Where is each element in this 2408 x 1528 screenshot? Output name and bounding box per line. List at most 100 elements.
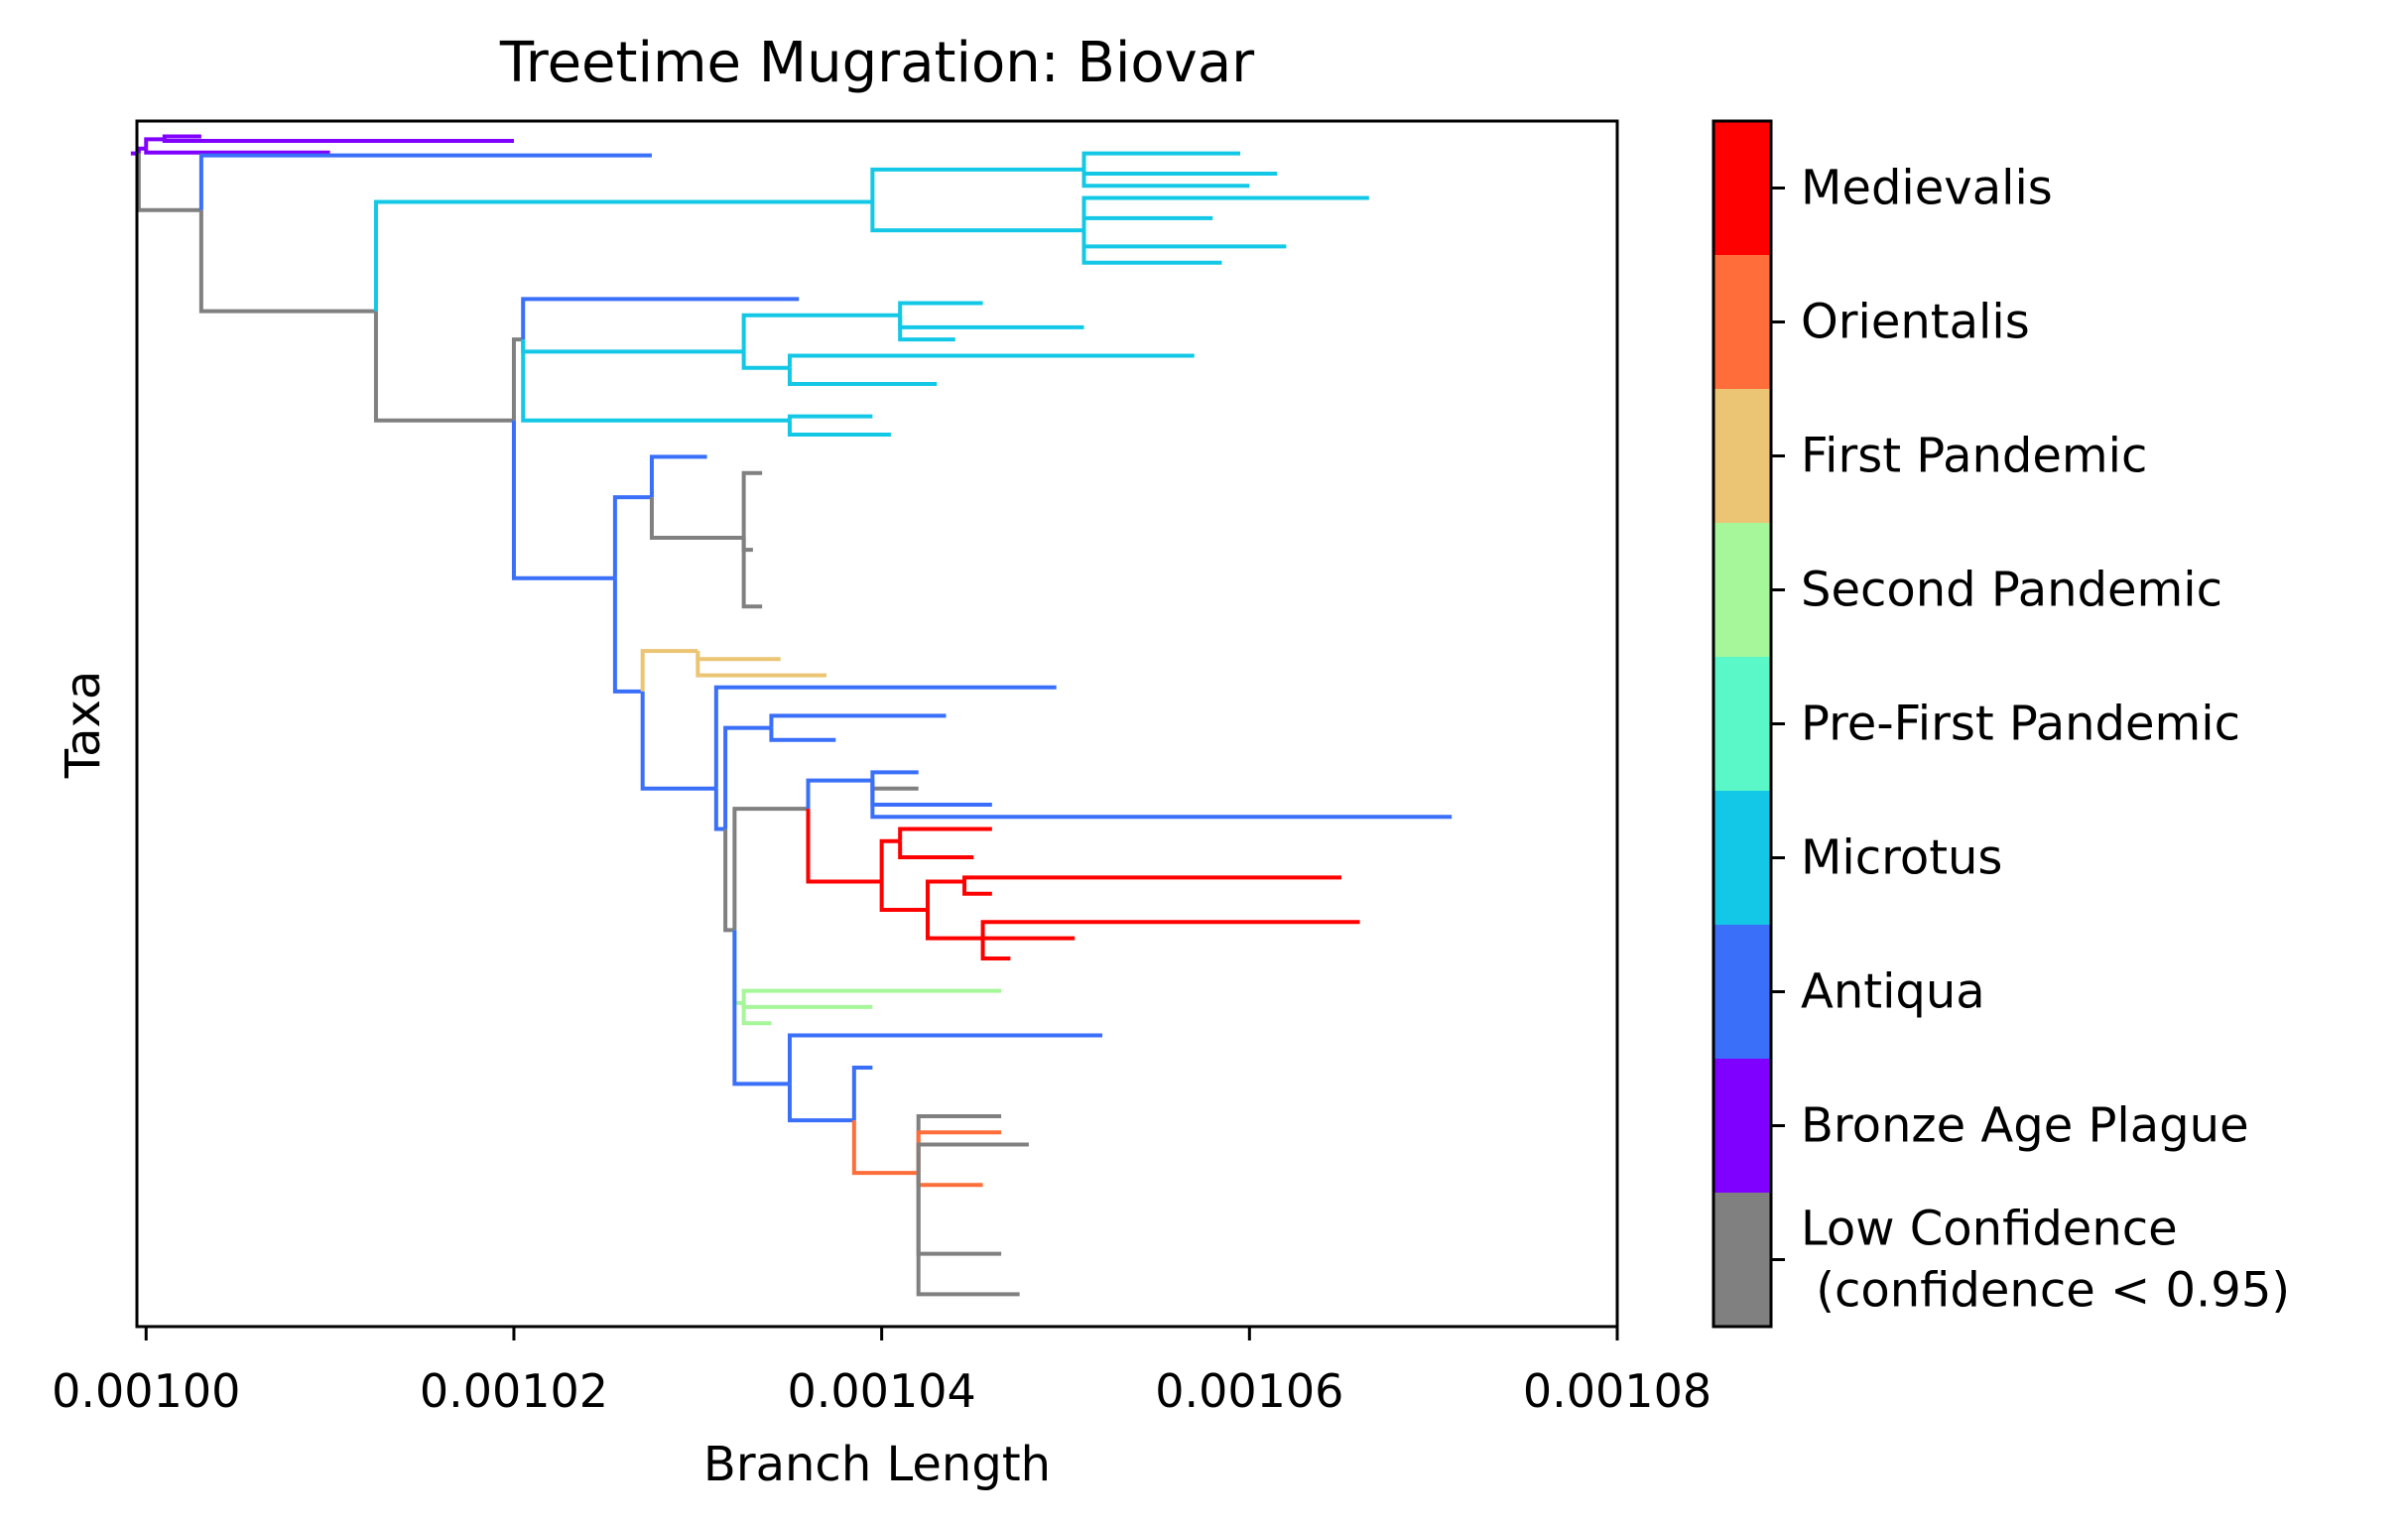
tree-branch-50 xyxy=(732,807,809,931)
colorbar-label-line: Antiqua xyxy=(1801,964,1985,1020)
tree-branch-15 xyxy=(1081,215,1213,231)
tree-branch-10 xyxy=(1081,151,1241,170)
tree-branch-58 xyxy=(898,827,992,841)
plot-frame xyxy=(135,119,1619,1329)
tree-branch-13 xyxy=(870,201,1084,233)
tree-branch-55 xyxy=(870,780,1453,820)
x-axis: 0.00100 0.00102 0.00104 0.00106 0.00108 xyxy=(52,1327,1711,1418)
tree-branch-7 xyxy=(198,209,376,314)
tree-branch-57 xyxy=(879,838,901,882)
tree-branch-52 xyxy=(870,770,919,781)
colorbar-frame xyxy=(1711,119,1773,1329)
tree-branch-18 xyxy=(373,311,514,423)
tree-branch-29 xyxy=(521,339,790,423)
tree-branch-82 xyxy=(916,1173,1020,1297)
colorbar-label-line: Low Confidence xyxy=(1801,1202,2178,1257)
tree-branch-61 xyxy=(925,879,965,911)
tree-branch-25 xyxy=(898,315,955,342)
colorbar-label-line: Orientalis xyxy=(1801,295,2030,350)
tree-branch-76 xyxy=(851,1120,919,1176)
colorbar: Medievalis Orientalis First Pandemic Second… xyxy=(1711,119,2290,1329)
tree-branch-21 xyxy=(521,339,744,354)
colorbar-label-3: Second Pandemic xyxy=(1801,563,2222,618)
tree-branch-51 xyxy=(806,778,873,810)
tree-branch-26 xyxy=(741,351,790,370)
tree-branch-38 xyxy=(741,537,763,609)
tree-branch-33 xyxy=(612,495,652,578)
tree-branch-8 xyxy=(373,199,873,312)
tree-branch-1 xyxy=(144,137,165,149)
tree-branch-60 xyxy=(879,881,928,913)
tree-branch-4 xyxy=(144,148,330,155)
tree-branch-12 xyxy=(1081,169,1250,189)
chart-title: Treetime Mugration: Biovar xyxy=(499,31,1255,95)
x-tick-label-1: 0.00102 xyxy=(420,1364,608,1418)
tree-branch-2 xyxy=(162,134,201,140)
colorbar-label-line: Second Pandemic xyxy=(1801,563,2222,618)
colorbar-label-7: Bronze Age Plague xyxy=(1801,1098,2249,1154)
tree-branch-54 xyxy=(870,780,992,808)
tree-branch-5 xyxy=(136,153,201,212)
colorbar-label-0: Medievalis xyxy=(1801,161,2053,216)
x-tick-label-2: 0.00104 xyxy=(788,1364,976,1418)
tree-branch-35 xyxy=(649,497,744,540)
tree-branch-48 xyxy=(769,727,836,742)
tree-branch-80 xyxy=(916,1173,983,1188)
y-axis-label: Taxa xyxy=(56,671,111,780)
tree-branch-41 xyxy=(696,651,781,662)
tree-branch-23 xyxy=(898,301,983,316)
x-tick-label-3: 0.00106 xyxy=(1155,1364,1343,1418)
tree-branch-69 xyxy=(741,988,1002,1003)
tree-branch-59 xyxy=(898,840,974,860)
tree-branch-73 xyxy=(787,1033,1103,1084)
tree-branch-78 xyxy=(916,1130,1002,1174)
tree-branch-65 xyxy=(980,920,1360,939)
tree-branch-27 xyxy=(787,353,1195,368)
tree-branch-20 xyxy=(521,297,800,340)
colorbar-label-8: Low Confidence (confidence < 0.95) xyxy=(1801,1202,2290,1319)
tree-branch-16 xyxy=(1081,230,1287,249)
colorbar-label-6: Antiqua xyxy=(1801,964,1985,1020)
tree-branch-36 xyxy=(741,470,763,538)
tree-branch-31 xyxy=(787,420,891,437)
tree-branches xyxy=(130,134,1453,1297)
tree-branch-43 xyxy=(640,691,716,791)
tree-branch-19 xyxy=(511,337,524,421)
colorbar-swatch-3 xyxy=(1713,523,1771,658)
tree-branch-34 xyxy=(649,454,707,498)
colorbar-label-line: Pre-First Pandemic xyxy=(1801,697,2240,752)
tree-branch-71 xyxy=(741,1002,772,1026)
tree-branch-39 xyxy=(612,577,643,694)
tree-branch-0 xyxy=(136,146,147,154)
tree-branch-40 xyxy=(640,649,698,692)
colorbar-label-2: First Pandemic xyxy=(1801,429,2147,484)
colorbar-swatch-7 xyxy=(1713,1059,1771,1194)
x-axis-label: Branch Length xyxy=(703,1437,1051,1492)
tree-branch-75 xyxy=(851,1066,873,1121)
tree-branch-17 xyxy=(1081,230,1222,265)
tree-branch-49 xyxy=(723,828,735,933)
tree-branch-14 xyxy=(1081,195,1369,231)
colorbar-label-line: Bronze Age Plague xyxy=(1801,1098,2249,1154)
tree-branch-30 xyxy=(787,414,873,421)
tree-branch-22 xyxy=(741,313,901,352)
colorbar-label-1: Orientalis xyxy=(1801,295,2030,350)
tree-branch-11 xyxy=(1081,169,1278,177)
tree-branch-9 xyxy=(870,167,1084,202)
tree-branch-6 xyxy=(198,153,652,210)
colorbar-label-line: Medievalis xyxy=(1801,161,2053,216)
tree-branch-74 xyxy=(787,1083,854,1123)
tree-branch-47 xyxy=(769,713,947,728)
x-tick-label-0: 0.00100 xyxy=(52,1364,240,1418)
tree-branch-72 xyxy=(732,930,790,1086)
colorbar-label-5: Microtus xyxy=(1801,830,2002,886)
colorbar-swatch-2 xyxy=(1713,389,1771,524)
tree-branch-79 xyxy=(916,1142,1029,1174)
tree-branch-64 xyxy=(925,910,983,941)
colorbar-label-line: First Pandemic xyxy=(1801,429,2147,484)
tree-branch-46 xyxy=(723,725,772,829)
tree-branch-32 xyxy=(511,420,615,580)
tree-branch-56 xyxy=(806,809,882,884)
colorbar-swatch-0 xyxy=(1713,121,1771,256)
